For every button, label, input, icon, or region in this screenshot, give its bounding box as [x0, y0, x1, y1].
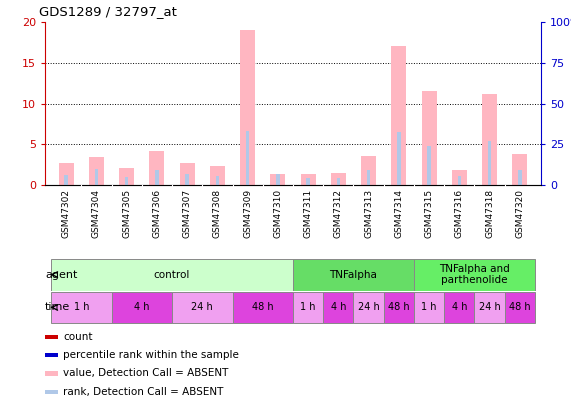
- Bar: [89, 157, 104, 185]
- Text: control: control: [154, 270, 190, 279]
- Bar: [391, 47, 407, 185]
- Text: GSM47305: GSM47305: [122, 189, 131, 238]
- Text: 1 h: 1 h: [421, 303, 437, 312]
- Bar: [45, 371, 58, 376]
- Bar: [452, 170, 467, 185]
- Text: 24 h: 24 h: [191, 303, 213, 312]
- Text: GSM47311: GSM47311: [304, 189, 312, 238]
- Bar: [300, 175, 316, 185]
- Bar: [488, 141, 492, 185]
- Bar: [232, 292, 293, 323]
- Bar: [331, 173, 346, 185]
- Bar: [397, 132, 401, 185]
- Bar: [172, 292, 232, 323]
- Text: GSM47316: GSM47316: [455, 189, 464, 238]
- Text: 1 h: 1 h: [300, 303, 316, 312]
- Text: GSM47310: GSM47310: [274, 189, 283, 238]
- Text: 4 h: 4 h: [452, 303, 467, 312]
- Text: percentile rank within the sample: percentile rank within the sample: [63, 350, 239, 360]
- Bar: [59, 163, 74, 185]
- Bar: [276, 175, 280, 185]
- Bar: [155, 171, 159, 185]
- Text: count: count: [63, 332, 93, 342]
- Text: time: time: [45, 303, 70, 312]
- Text: GSM47313: GSM47313: [364, 189, 373, 238]
- Text: 4 h: 4 h: [134, 303, 150, 312]
- Bar: [427, 146, 431, 185]
- Text: agent: agent: [45, 270, 78, 279]
- Bar: [150, 151, 164, 185]
- Text: 1 h: 1 h: [74, 303, 89, 312]
- Bar: [210, 166, 225, 185]
- Bar: [95, 169, 98, 185]
- Text: GSM47306: GSM47306: [152, 189, 162, 238]
- Text: 24 h: 24 h: [478, 303, 500, 312]
- Bar: [51, 292, 111, 323]
- Bar: [306, 179, 310, 185]
- Text: GSM47312: GSM47312: [334, 189, 343, 238]
- Bar: [421, 91, 437, 185]
- Text: 48 h: 48 h: [509, 303, 530, 312]
- Bar: [518, 170, 522, 185]
- Text: rank, Detection Call = ABSENT: rank, Detection Call = ABSENT: [63, 387, 223, 397]
- Bar: [414, 259, 535, 290]
- Bar: [505, 292, 535, 323]
- Bar: [336, 178, 340, 185]
- Bar: [45, 390, 58, 394]
- Text: GSM47302: GSM47302: [62, 189, 71, 238]
- Text: 48 h: 48 h: [252, 303, 274, 312]
- Bar: [457, 176, 461, 185]
- Bar: [293, 292, 323, 323]
- Text: GSM47307: GSM47307: [183, 189, 192, 238]
- Bar: [246, 131, 250, 185]
- Bar: [414, 292, 444, 323]
- Bar: [45, 335, 58, 339]
- Bar: [384, 292, 414, 323]
- Text: GSM47308: GSM47308: [213, 189, 222, 238]
- Bar: [293, 259, 414, 290]
- Bar: [119, 168, 134, 185]
- Bar: [111, 292, 172, 323]
- Bar: [125, 177, 128, 185]
- Bar: [240, 30, 255, 185]
- Text: TNFalpha and
parthenolide: TNFalpha and parthenolide: [439, 264, 510, 286]
- Bar: [512, 154, 528, 185]
- Bar: [270, 174, 286, 185]
- Text: 24 h: 24 h: [358, 303, 380, 312]
- Text: value, Detection Call = ABSENT: value, Detection Call = ABSENT: [63, 369, 228, 378]
- Bar: [186, 174, 189, 185]
- Text: GSM47320: GSM47320: [516, 189, 524, 238]
- Text: GSM47315: GSM47315: [425, 189, 433, 238]
- Text: GSM47314: GSM47314: [395, 189, 403, 238]
- Text: TNFalpha: TNFalpha: [329, 270, 377, 279]
- Bar: [361, 156, 376, 185]
- Bar: [65, 175, 68, 185]
- Text: 48 h: 48 h: [388, 303, 409, 312]
- Bar: [444, 292, 475, 323]
- Bar: [51, 259, 293, 290]
- Text: GSM47318: GSM47318: [485, 189, 494, 238]
- Text: 4 h: 4 h: [331, 303, 346, 312]
- Bar: [353, 292, 384, 323]
- Bar: [367, 170, 371, 185]
- Text: GSM47309: GSM47309: [243, 189, 252, 238]
- Bar: [475, 292, 505, 323]
- Bar: [216, 176, 219, 185]
- Bar: [45, 353, 58, 357]
- Text: GDS1289 / 32797_at: GDS1289 / 32797_at: [39, 5, 177, 18]
- Bar: [180, 163, 195, 185]
- Bar: [482, 94, 497, 185]
- Text: GSM47304: GSM47304: [92, 189, 101, 238]
- Bar: [323, 292, 353, 323]
